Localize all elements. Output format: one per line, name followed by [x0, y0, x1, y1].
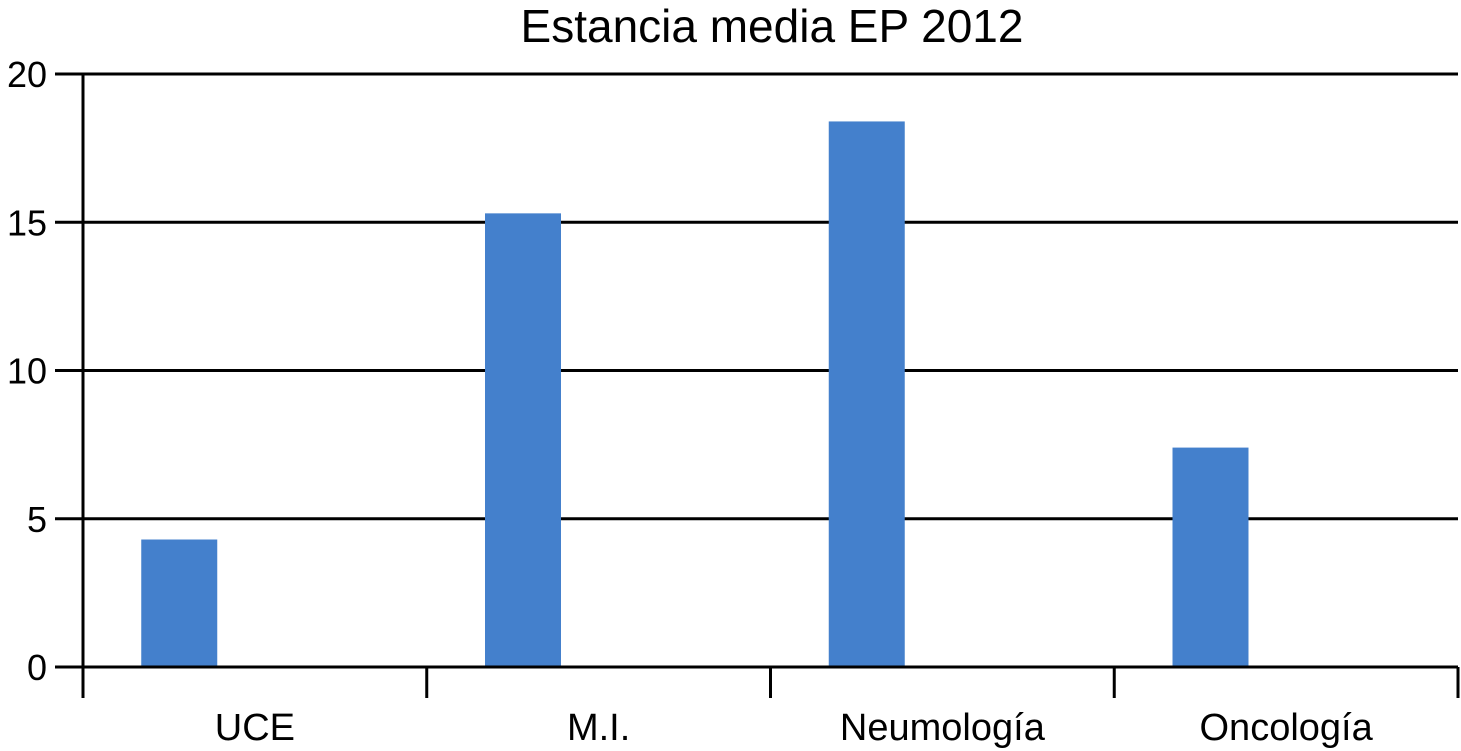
bar: [485, 213, 561, 668]
y-tick-label: 10: [7, 351, 47, 392]
y-tick-label: 5: [27, 499, 47, 540]
x-category-label: Neumología: [840, 707, 1046, 749]
bar: [141, 539, 218, 667]
y-tick-label: 20: [7, 54, 47, 95]
x-category-label: M.I.: [567, 707, 630, 749]
x-category-label: Oncología: [1200, 707, 1374, 749]
y-tick-labels: 0 5 10 15 20: [7, 54, 47, 688]
bar: [1172, 447, 1249, 667]
gridlines: [83, 72, 1458, 521]
axes: [55, 72, 1460, 698]
bars: [141, 121, 1249, 668]
y-tick-label: 15: [7, 202, 47, 243]
bar: [828, 121, 905, 667]
x-category-label: UCE: [215, 707, 295, 749]
x-category-labels: UCE M.I. Neumología Oncología: [215, 707, 1374, 749]
y-tick-label: 0: [27, 647, 47, 688]
chart-title: Estancia media EP 2012: [521, 0, 1024, 52]
